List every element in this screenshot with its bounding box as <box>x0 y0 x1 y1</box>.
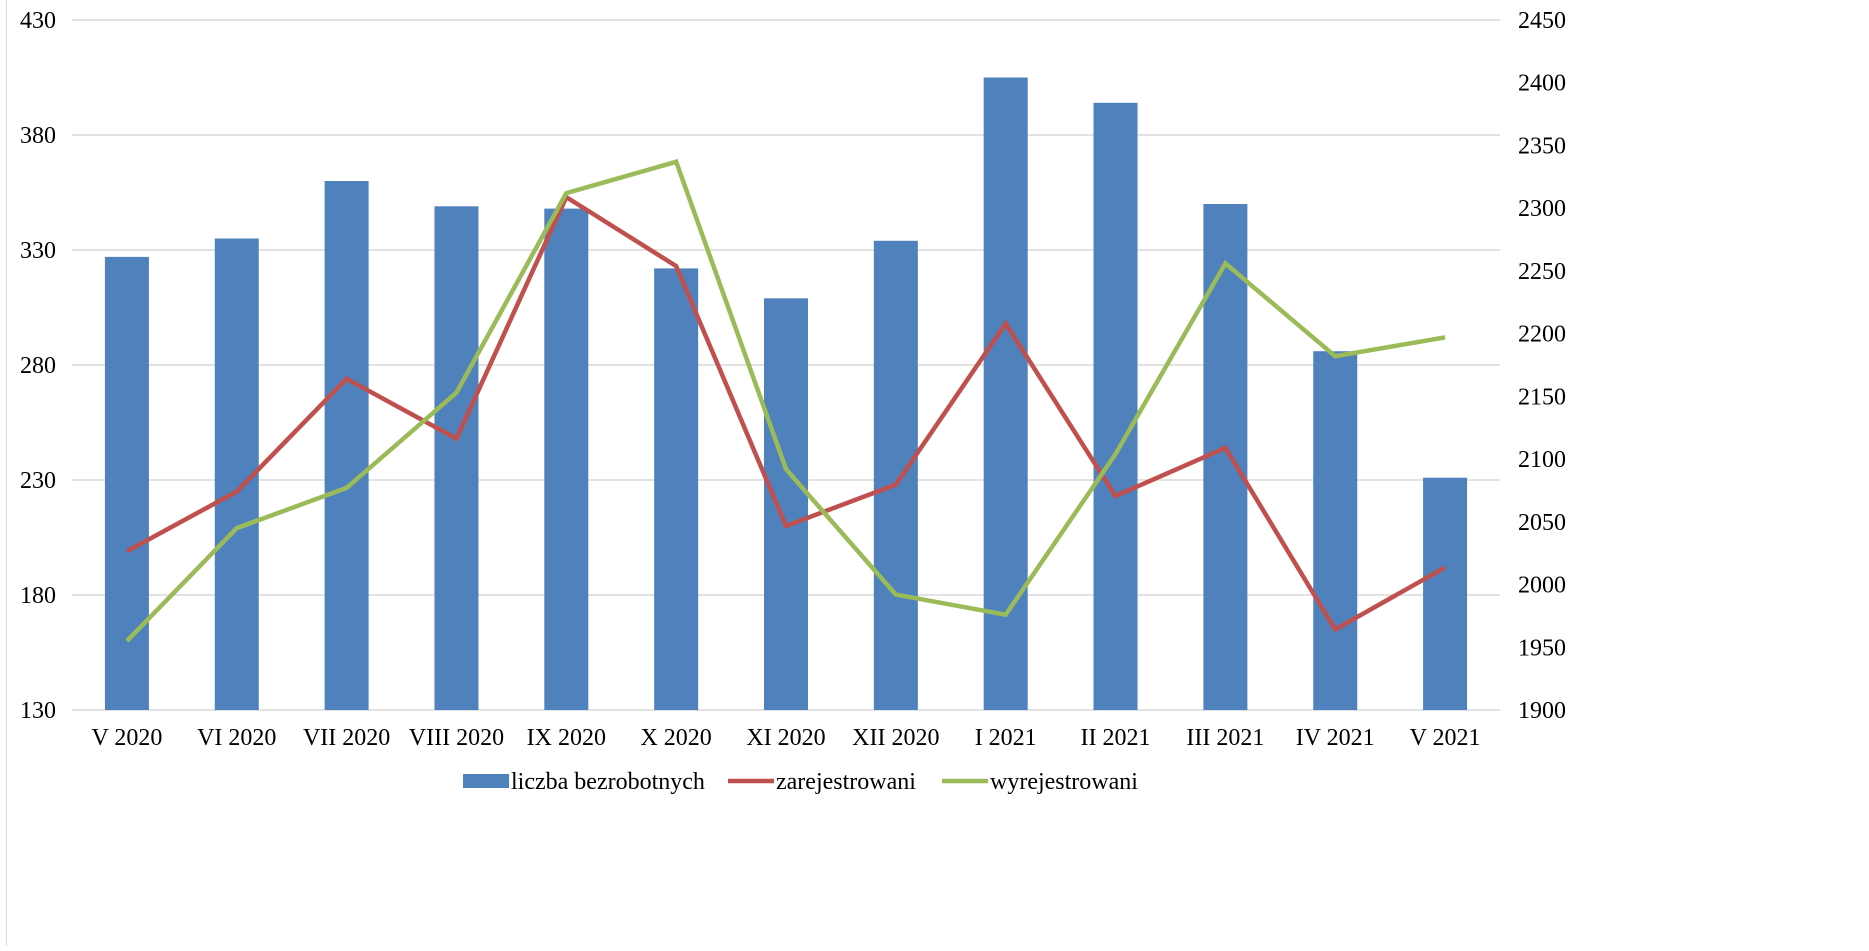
x-tick-label: VIII 2020 <box>409 725 504 751</box>
bar <box>434 206 479 711</box>
right-y-axis: 1900 1950 2000 2050 2100 2150 2200 2250 2300 2350… <box>1518 8 1566 724</box>
y-left-tick-label: 330 <box>20 238 56 264</box>
bar <box>983 77 1028 710</box>
line-series <box>125 159 1447 643</box>
legend-swatch-liczba-bezrobotnych <box>463 774 509 788</box>
x-tick-label: XII 2020 <box>852 725 939 751</box>
bar <box>654 268 699 710</box>
bar <box>324 181 369 710</box>
y-left-tick-label: 280 <box>20 353 56 379</box>
y-left-tick-label: 380 <box>20 123 56 149</box>
x-tick-label: V 2020 <box>91 725 162 751</box>
legend: liczba bezrobotnych zarejestrowani wyrejes… <box>463 769 1138 795</box>
x-tick-label: III 2021 <box>1186 725 1264 751</box>
y-right-tick-label: 2450 <box>1518 8 1566 34</box>
x-tick-label: V 2021 <box>1410 725 1481 751</box>
line-series-wyrejestrowani <box>125 159 1446 643</box>
bar <box>873 240 918 711</box>
legend-label-liczba-bezrobotnych: liczba bezrobotnych <box>511 769 705 795</box>
bar-series-liczba-bezrobotnych <box>104 77 1468 711</box>
y-right-tick-label: 2250 <box>1518 259 1566 285</box>
y-right-tick-label: 2350 <box>1518 133 1566 159</box>
y-left-tick-label: 180 <box>20 583 56 609</box>
y-right-tick-label: 1900 <box>1518 698 1566 724</box>
y-right-tick-label: 2150 <box>1518 384 1566 410</box>
x-tick-label: II 2021 <box>1081 725 1151 751</box>
y-right-tick-label: 2050 <box>1518 510 1566 536</box>
x-tick-label: VI 2020 <box>197 725 276 751</box>
y-left-tick-label: 430 <box>20 8 56 34</box>
y-right-tick-label: 2000 <box>1518 573 1566 599</box>
x-axis: V 2020 VI 2020 VII 2020 VIII 2020 IX 2020 X 2… <box>91 725 1480 751</box>
bar <box>764 298 808 710</box>
bar <box>104 256 149 710</box>
y-right-tick-label: 2100 <box>1518 447 1566 473</box>
y-right-tick-label: 1950 <box>1518 635 1566 661</box>
legend-label-wyrejestrowani: wyrejestrowani <box>990 769 1138 795</box>
y-left-tick-label: 130 <box>20 698 56 724</box>
line-series-zarejestrowani <box>125 193 1447 633</box>
x-tick-label: I 2021 <box>975 725 1037 751</box>
left-y-axis: 130 180 230 280 330 380 430 <box>20 8 56 724</box>
bar <box>1093 102 1138 711</box>
x-tick-label: XI 2020 <box>746 725 825 751</box>
x-tick-label: VII 2020 <box>303 725 390 751</box>
legend-label-zarejestrowani: zarejestrowani <box>776 769 916 795</box>
y-right-tick-label: 2300 <box>1518 196 1566 222</box>
bar <box>544 208 589 710</box>
x-tick-label: IX 2020 <box>527 725 606 751</box>
y-left-tick-label: 230 <box>20 468 56 494</box>
bar <box>1423 477 1468 710</box>
x-tick-label: X 2020 <box>640 725 711 751</box>
y-right-tick-label: 2400 <box>1518 71 1566 97</box>
bar <box>1313 351 1358 710</box>
y-right-tick-label: 2200 <box>1518 322 1566 348</box>
x-tick-label: IV 2021 <box>1296 725 1375 751</box>
